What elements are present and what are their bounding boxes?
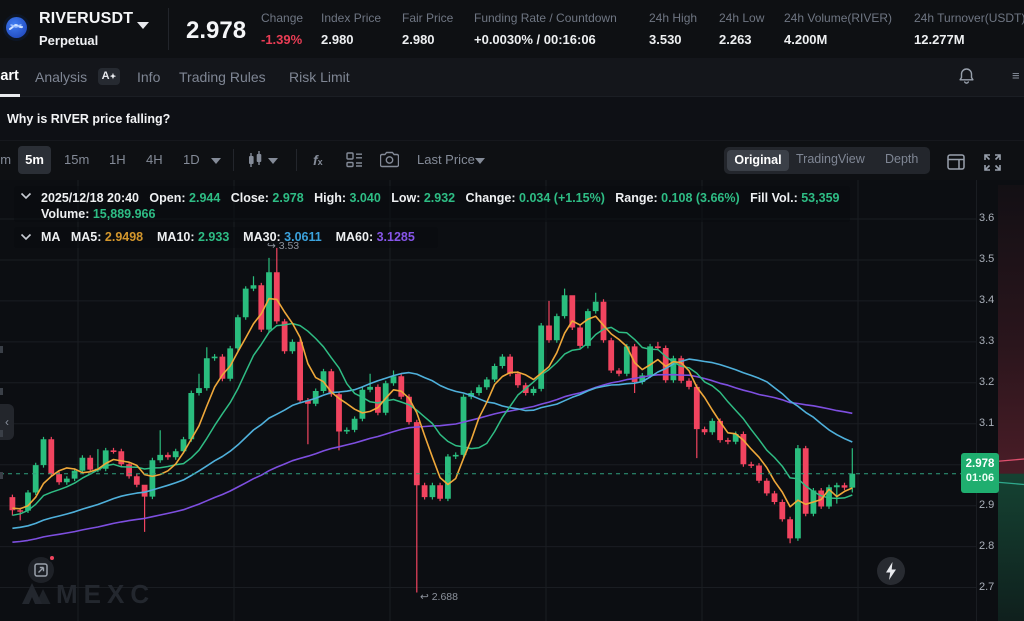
svg-text:MEXC: MEXC	[56, 579, 155, 608]
